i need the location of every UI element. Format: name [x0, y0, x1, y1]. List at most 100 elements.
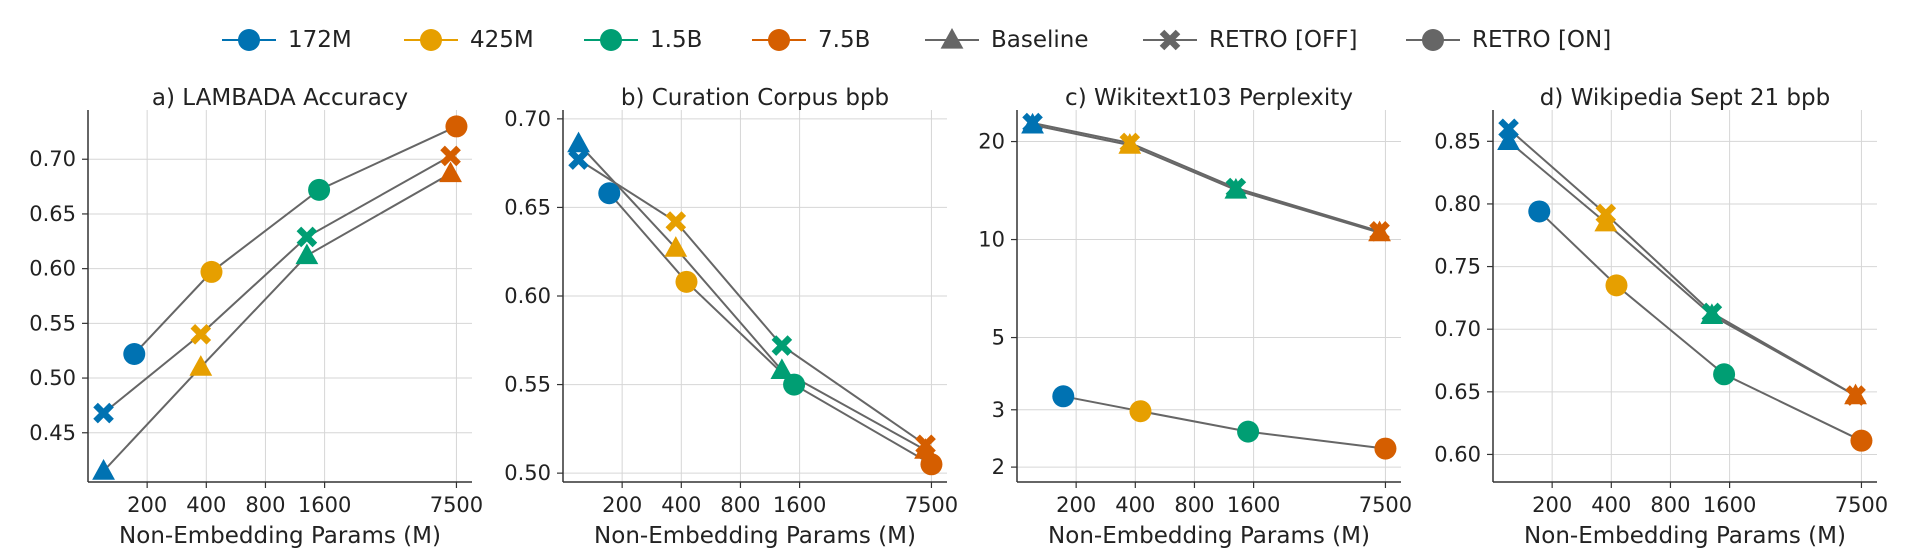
- data-point: [1845, 385, 1866, 406]
- y-tick-label: 0.70: [1434, 317, 1481, 341]
- y-tick-label: 20: [978, 130, 1005, 154]
- y-tick-label: 0.75: [1434, 255, 1481, 279]
- x-axis-label: Non-Embedding Params (M): [1048, 523, 1370, 549]
- y-tick-label: 0.60: [504, 284, 551, 308]
- chart-panel: 200 400 800 1600 7500 0.50 0.55 0.60 0.65 0.70 b) …: [504, 85, 958, 549]
- legend-swatch: [925, 28, 979, 49]
- data-point: [783, 373, 806, 396]
- chart-title: a) LAMBADA Accuracy: [152, 85, 408, 111]
- legend-item: 425M: [404, 18, 534, 62]
- data-point: [1497, 129, 1520, 150]
- series-line: [577, 142, 927, 451]
- data-point: [1605, 274, 1628, 297]
- legend-swatch: [584, 29, 638, 51]
- x-axis-label: Non-Embedding Params (M): [594, 523, 916, 549]
- x-tick-label: 7500: [1835, 493, 1888, 517]
- legend-item: 172M: [222, 18, 352, 62]
- legend: 172M 425M 1.5B 7.5B Baseline RETRO [OFF] RETRO…: [0, 18, 1916, 62]
- legend-marker: [1159, 29, 1181, 51]
- x-tick-label: 400: [1591, 493, 1631, 517]
- y-tick-label: 0.85: [1434, 129, 1481, 153]
- x-tick-label: 7500: [905, 493, 958, 517]
- x-tick-label: 200: [1532, 493, 1572, 517]
- y-tick-label: 3: [992, 398, 1005, 422]
- y-tick-label: 10: [978, 228, 1005, 252]
- y-tick-label: 0.70: [504, 107, 551, 131]
- data-point: [1528, 200, 1551, 223]
- data-point: [123, 342, 146, 365]
- y-tick-label: 0.60: [29, 257, 76, 281]
- x-axis-label: Non-Embedding Params (M): [1524, 523, 1846, 549]
- data-point: [295, 243, 319, 265]
- legend-label: Baseline: [991, 27, 1089, 53]
- x-tick-label: 400: [661, 493, 701, 517]
- y-tick-label: 0.80: [1434, 192, 1481, 216]
- series-line: [133, 125, 457, 355]
- chart-title: c) Wikitext103 Perplexity: [1065, 85, 1353, 111]
- series-line: [1063, 395, 1386, 450]
- data-point: [770, 358, 794, 380]
- legend-item: 1.5B: [584, 18, 702, 62]
- legend-marker: [420, 29, 442, 51]
- data-point: [439, 161, 462, 183]
- data-point: [1225, 177, 1247, 199]
- data-point: [1701, 302, 1723, 324]
- x-axis-label: Non-Embedding Params (M): [119, 523, 441, 549]
- series-line: [1032, 123, 1380, 234]
- x-tick-label: 800: [720, 493, 760, 517]
- x-tick-label: 7500: [1359, 493, 1412, 517]
- series-line: [578, 158, 927, 446]
- y-tick-label: 0.65: [504, 195, 551, 219]
- x-tick-label: 1600: [1703, 493, 1756, 517]
- x-tick-label: 400: [186, 493, 226, 517]
- data-point: [1594, 210, 1618, 232]
- x-tick-label: 800: [1650, 493, 1690, 517]
- data-point: [1022, 112, 1043, 134]
- legend-item: Baseline: [925, 18, 1089, 62]
- data-point: [1129, 400, 1152, 423]
- y-tick-label: 0.50: [504, 461, 551, 485]
- chart-title: d) Wikipedia Sept 21 bpb: [1540, 85, 1830, 111]
- series-line: [1538, 210, 1862, 442]
- legend-item: 7.5B: [752, 18, 870, 62]
- legend-marker: [768, 29, 790, 51]
- data-point: [189, 355, 213, 376]
- y-tick-label: 0.55: [504, 373, 551, 397]
- legend-item: RETRO [ON]: [1406, 18, 1611, 62]
- data-point: [1850, 429, 1873, 452]
- legend-label: RETRO [OFF]: [1209, 27, 1358, 53]
- data-point: [771, 335, 793, 356]
- x-tick-label: 800: [245, 493, 285, 517]
- y-tick-label: 2: [992, 455, 1005, 479]
- legend-item: RETRO [OFF]: [1143, 18, 1357, 62]
- chart-panel: 200 400 800 1600 7500 2 3 5 10 20 c) Wikitext103 P…: [978, 85, 1412, 549]
- y-tick-label: 0.70: [29, 147, 76, 171]
- data-point: [920, 453, 943, 476]
- legend-swatch: [404, 29, 458, 51]
- data-point: [665, 211, 687, 232]
- x-tick-label: 1600: [298, 493, 351, 517]
- data-point: [567, 131, 590, 153]
- legend-swatch: [752, 29, 806, 51]
- data-point: [92, 459, 115, 480]
- x-tick-label: 1600: [773, 493, 826, 517]
- chart-panel: 200 400 800 1600 7500 0.45 0.50 0.55 0.60 0.65 0.7…: [29, 85, 483, 549]
- x-tick-label: 400: [1115, 493, 1155, 517]
- legend-label: 7.5B: [818, 27, 871, 53]
- legend-label: 425M: [470, 27, 534, 53]
- series-line: [608, 192, 932, 466]
- x-tick-label: 7500: [430, 493, 483, 517]
- y-tick-label: 0.60: [1434, 442, 1481, 466]
- y-tick-label: 5: [992, 326, 1005, 350]
- y-tick-label: 0.55: [29, 311, 76, 335]
- x-tick-label: 200: [1056, 493, 1096, 517]
- legend-label: RETRO [ON]: [1472, 27, 1612, 53]
- legend-label: 1.5B: [650, 27, 703, 53]
- data-point: [440, 145, 461, 167]
- data-point: [308, 178, 331, 201]
- y-tick-label: 0.65: [29, 202, 76, 226]
- legend-swatch: [1406, 29, 1460, 51]
- series-line: [1507, 140, 1857, 397]
- x-tick-label: 1600: [1227, 493, 1280, 517]
